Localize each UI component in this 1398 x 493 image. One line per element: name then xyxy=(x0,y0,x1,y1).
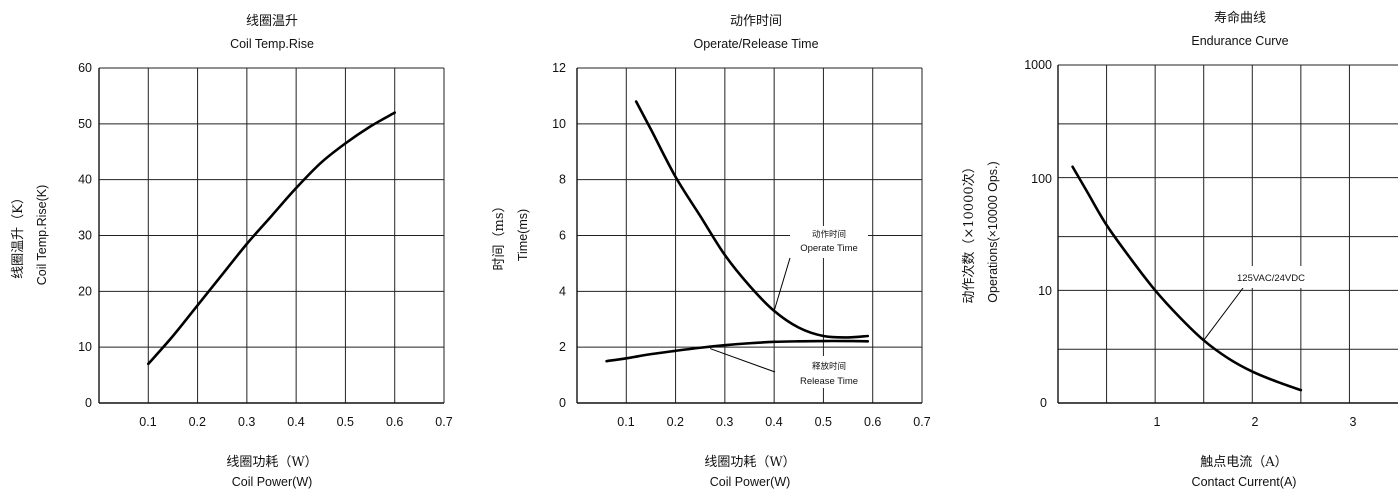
endurance-y-tick: 100 xyxy=(1031,172,1052,186)
time-x-tick: 0.7 xyxy=(913,415,930,429)
endurance-x-tick: 3 xyxy=(1350,415,1357,429)
coil-y-ticks: 0 10 20 30 40 50 60 xyxy=(78,61,92,410)
series-line-2 xyxy=(605,339,870,363)
coil-y-tick: 50 xyxy=(78,117,92,131)
series-line-1 xyxy=(146,111,397,366)
coil-x-tick: 0.1 xyxy=(139,415,156,429)
time-y-tick: 10 xyxy=(552,117,566,131)
operate-time-label-cn: 动作时间 xyxy=(812,229,846,240)
coil-y-tick: 20 xyxy=(78,284,92,298)
endurance-series-label: 125VAC/24VDC xyxy=(1237,273,1305,284)
time-y-tick: 4 xyxy=(559,284,566,298)
release-time-label-cn: 释放时间 xyxy=(812,361,846,372)
endurance-ylabel-en: Operations(×10000 Ops.) xyxy=(986,161,1000,302)
coil-plot-area xyxy=(98,67,445,404)
annotation-leader-line xyxy=(773,257,791,312)
coil-y-tick: 60 xyxy=(78,61,92,75)
time-title-en: Operate/Release Time xyxy=(693,37,818,51)
endurance-xlabel-cn: 触点电流（A） xyxy=(1200,455,1287,470)
endurance-x-ticks: 1 2 3 xyxy=(1154,415,1357,429)
time-y-tick: 2 xyxy=(559,340,566,354)
coil-y-tick: 40 xyxy=(78,173,92,187)
time-y-tick: 12 xyxy=(552,61,566,75)
coil-x-tick: 0.4 xyxy=(287,415,304,429)
coil-y-tick: 0 xyxy=(85,396,92,410)
time-xlabel-cn: 线圈功耗（W） xyxy=(704,455,795,470)
time-plot-area xyxy=(576,67,923,404)
coil-ylabel-cn: 线圈温升（K） xyxy=(11,191,26,279)
chart-coil-temp-rise: 线圈温升 Coil Temp.Rise 0.1 0.2 0.3 0.4 0.5 … xyxy=(11,14,453,489)
annotation-leader-line xyxy=(709,348,776,373)
time-x-tick: 0.2 xyxy=(667,415,684,429)
time-x-tick: 0.4 xyxy=(765,415,782,429)
coil-title-cn: 线圈温升 xyxy=(246,14,298,29)
coil-xlabel-cn: 线圈功耗（W） xyxy=(226,455,317,470)
coil-x-tick: 0.5 xyxy=(337,415,354,429)
coil-x-ticks: 0.1 0.2 0.3 0.4 0.5 0.6 0.7 xyxy=(139,415,452,429)
endurance-y-tick: 10 xyxy=(1038,284,1052,298)
time-y-tick: 6 xyxy=(559,229,566,243)
coil-y-tick: 30 xyxy=(78,229,92,243)
coil-xlabel-en: Coil Power(W) xyxy=(232,475,313,489)
time-y-tick: 8 xyxy=(559,173,566,187)
time-x-ticks: 0.1 0.2 0.3 0.4 0.5 0.6 0.7 xyxy=(617,415,930,429)
coil-x-tick: 0.2 xyxy=(189,415,206,429)
chart-endurance-curve: 寿命曲线 Endurance Curve 1 2 3 0 10 100 1000… xyxy=(961,10,1398,489)
release-time-label-en: Release Time xyxy=(800,376,858,387)
endurance-plot-area xyxy=(1057,64,1398,404)
coil-x-tick: 0.6 xyxy=(386,415,403,429)
endurance-y-tick: 1000 xyxy=(1024,58,1052,72)
time-ylabel-cn: 时间（ms） xyxy=(492,200,507,271)
chart-operate-release-time: 动作时间 Operate/Release Time 0.1 0.2 0.3 0.… xyxy=(492,14,931,489)
time-x-tick: 0.1 xyxy=(617,415,634,429)
time-y-ticks: 0 2 4 6 8 10 12 xyxy=(552,61,566,410)
time-x-tick: 0.5 xyxy=(815,415,832,429)
annotation-leader-line xyxy=(1203,287,1244,341)
time-x-tick: 0.3 xyxy=(716,415,733,429)
series-line-1 xyxy=(1071,165,1303,392)
endurance-y-tick: 0 xyxy=(1040,396,1047,410)
time-y-tick: 0 xyxy=(559,396,566,410)
endurance-y-ticks: 0 10 100 1000 xyxy=(1024,58,1052,410)
time-x-tick: 0.6 xyxy=(864,415,881,429)
endurance-xlabel-en: Contact Current(A) xyxy=(1192,475,1297,489)
endurance-title-cn: 寿命曲线 xyxy=(1214,10,1266,26)
coil-y-tick: 10 xyxy=(78,340,92,354)
coil-x-tick: 0.3 xyxy=(238,415,255,429)
time-xlabel-en: Coil Power(W) xyxy=(710,475,791,489)
endurance-ylabel-cn: 动作次数（×10000次） xyxy=(961,160,977,303)
endurance-x-tick: 2 xyxy=(1252,415,1259,429)
time-ylabel-en: Time(ms) xyxy=(516,209,530,261)
operate-time-label-en: Operate Time xyxy=(800,243,858,254)
time-title-cn: 动作时间 xyxy=(730,14,782,29)
endurance-title-en: Endurance Curve xyxy=(1191,34,1288,48)
series-line-1 xyxy=(634,100,870,339)
coil-x-tick: 0.7 xyxy=(435,415,452,429)
endurance-x-tick: 1 xyxy=(1154,415,1161,429)
coil-title-en: Coil Temp.Rise xyxy=(230,37,314,51)
coil-ylabel-en: Coil Temp.Rise(K) xyxy=(35,185,49,286)
